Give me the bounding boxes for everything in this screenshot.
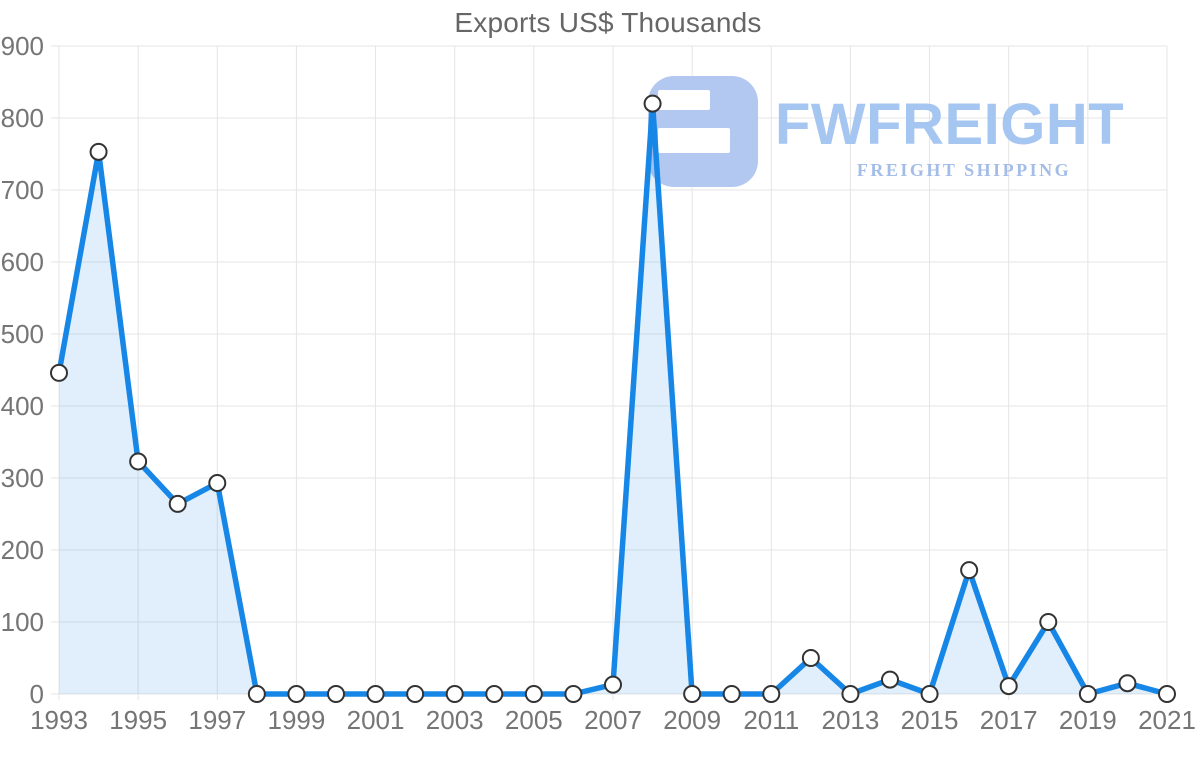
logo-icon-upper-notch [658, 90, 710, 110]
fwfreight-logo-icon [648, 76, 758, 187]
watermark-logo: FWFREIGHT FREIGHT SHIPPING [648, 76, 1158, 191]
y-axis-tick-label: 600 [1, 247, 44, 277]
y-axis-tick-label: 700 [1, 175, 44, 205]
data-point-2005[interactable] [524, 685, 543, 703]
data-point-2007[interactable] [604, 675, 622, 694]
data-point-1995[interactable] [129, 452, 148, 471]
x-axis-tick-label: 2017 [980, 705, 1038, 735]
data-point-2011[interactable] [762, 685, 781, 703]
data-point-2020[interactable] [1118, 674, 1137, 693]
data-point-2010[interactable] [722, 685, 741, 703]
x-axis-tick-label: 2005 [505, 705, 563, 735]
x-axis-tick-label: 2021 [1138, 705, 1196, 735]
y-axis-tick-label: 500 [1, 319, 44, 349]
x-axis-tick-label: 2019 [1059, 705, 1117, 735]
data-point-2002[interactable] [406, 685, 425, 703]
x-axis-tick-label: 2013 [822, 705, 880, 735]
chart-title: Exports US$ Thousands [454, 7, 762, 38]
x-axis-tick-label: 1997 [188, 705, 246, 735]
x-axis-tick-label: 2011 [743, 705, 799, 735]
x-axis-tick-label: 1995 [109, 705, 167, 735]
data-point-2021[interactable] [1158, 685, 1176, 703]
data-point-1999[interactable] [287, 685, 306, 703]
data-point-2006[interactable] [564, 685, 583, 703]
data-point-2009[interactable] [683, 685, 702, 703]
y-axis-tick-label: 0 [30, 679, 44, 709]
logo-tagline-text: FREIGHT SHIPPING [856, 160, 1072, 180]
x-axis-tick-label: 1993 [30, 705, 88, 735]
data-point-2001[interactable] [366, 685, 385, 703]
x-axis-tick-label: 1999 [268, 705, 326, 735]
data-point-2018[interactable] [1039, 613, 1058, 631]
x-axis-tick-label: 2001 [347, 705, 405, 735]
data-point-1998[interactable] [247, 685, 266, 703]
data-point-2004[interactable] [485, 685, 504, 703]
y-axis-tick-label: 200 [1, 535, 44, 565]
data-point-2015[interactable] [920, 685, 939, 703]
data-point-2014[interactable] [881, 670, 899, 689]
y-axis-tick-label: 400 [1, 391, 44, 421]
data-point-1996[interactable] [168, 494, 187, 513]
x-axis-tick-label: 2009 [663, 705, 721, 735]
y-axis-tick-label: 100 [1, 607, 44, 637]
data-point-2012[interactable] [801, 649, 820, 667]
series-area-fill [59, 103, 1167, 695]
data-point-2013[interactable] [841, 685, 860, 703]
data-point-1997[interactable] [208, 474, 227, 493]
data-point-1993[interactable] [50, 363, 68, 382]
data-point-2016[interactable] [960, 561, 979, 580]
x-axis-tick-label: 2007 [584, 705, 642, 735]
data-point-2019[interactable] [1078, 685, 1097, 703]
data-point-2008[interactable] [643, 94, 662, 113]
y-axis-tick-label: 300 [1, 463, 44, 493]
data-point-2003[interactable] [445, 685, 464, 703]
y-axis-tick-label: 800 [1, 103, 44, 133]
series-line [56, 100, 1170, 697]
x-axis-tick-label: 2003 [426, 705, 484, 735]
logo-brand-text: FWFREIGHT [775, 92, 1125, 157]
data-point-2000[interactable] [327, 685, 345, 703]
data-point-1994[interactable] [89, 142, 108, 161]
logo-icon-lower-notch [658, 128, 730, 153]
data-point-2017[interactable] [999, 677, 1018, 696]
x-axis-tick-label: 2015 [901, 705, 959, 735]
